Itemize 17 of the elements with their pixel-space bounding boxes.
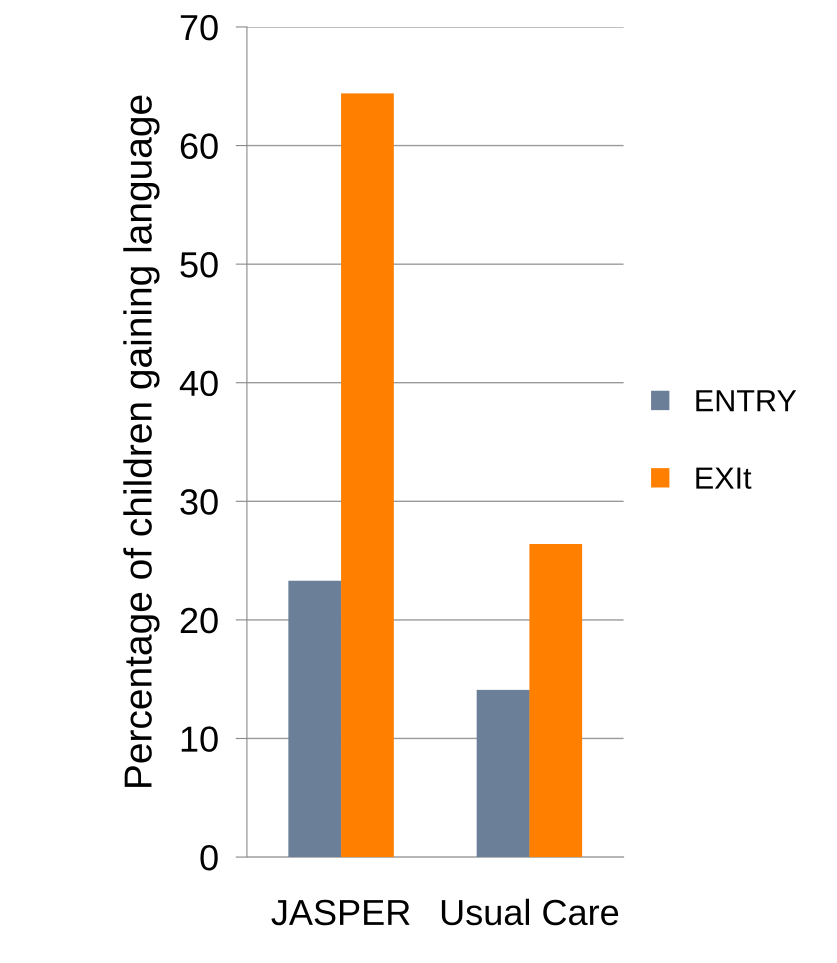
legend-label: EXIt	[696, 468, 752, 489]
y-tick-label: 10	[182, 726, 218, 752]
bar	[288, 580, 342, 858]
y-tick-label: 70	[180, 14, 218, 40]
y-tick-label: 20	[180, 608, 218, 634]
y-tick-label: 0	[200, 844, 218, 871]
y-tick-label: 30	[180, 489, 218, 515]
y-axis-title: Percentage of children gaining language	[123, 96, 160, 787]
x-tick-label: JASPER	[271, 900, 410, 926]
x-tick-label: Usual Care	[442, 898, 618, 926]
legend-label: ENTRY	[696, 390, 796, 412]
bar	[341, 93, 394, 858]
bar	[529, 544, 582, 858]
y-tick-label: 40	[180, 370, 218, 396]
y-tick-label: 60	[180, 133, 218, 159]
bar	[476, 690, 530, 858]
y-tick-label: 50	[180, 252, 218, 278]
